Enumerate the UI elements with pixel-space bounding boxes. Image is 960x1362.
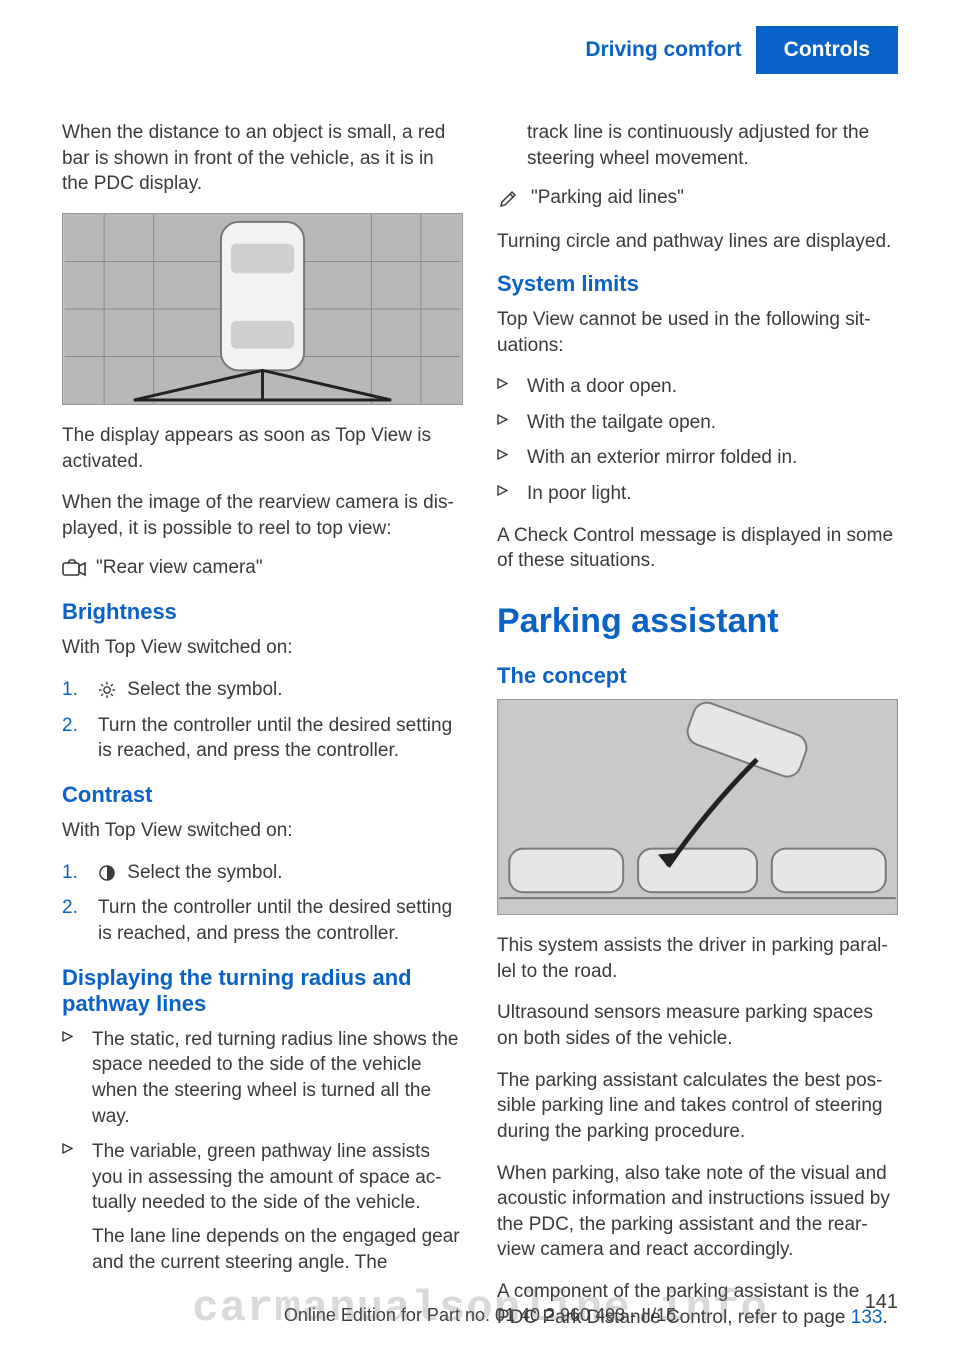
paragraph: When the distance to an object is small,…	[62, 120, 463, 197]
list-text: With the tailgate open.	[527, 410, 716, 436]
list-text: With a door open.	[527, 374, 677, 400]
list-item: With the tailgate open.	[497, 410, 898, 436]
step-label: Turn the controller until the desired se…	[98, 895, 463, 946]
list-item: 2. Turn the controller until the desired…	[62, 713, 463, 764]
triangle-bullet-icon	[62, 1139, 78, 1275]
parking-assistant-illustration	[497, 699, 898, 915]
list-item: In poor light.	[497, 481, 898, 507]
contrast-steps: 1. Select the symbol. 2. Turn the cont	[62, 860, 463, 947]
paragraph-continuation: track line is continuously adjusted for …	[497, 120, 898, 171]
paragraph: When parking, also take note of the visu…	[497, 1161, 898, 1264]
step-label: Turn the controller until the desired se…	[98, 713, 463, 764]
menu-item-label: "Rear view camera"	[96, 557, 263, 579]
heading-contrast: Contrast	[62, 782, 463, 808]
turning-list: The static, red turning radius line show…	[62, 1027, 463, 1276]
list-item: 1.	[62, 677, 463, 703]
list-item: 1. Select the symbol.	[62, 860, 463, 886]
paragraph: Turning circle and pathway lines are dis…	[497, 229, 898, 255]
manual-page: Driving comfort Controls When the distan…	[0, 0, 960, 1362]
list-item: The variable, green pathway line assists…	[62, 1139, 463, 1275]
paragraph: The parking assistant calculates the bes…	[497, 1068, 898, 1145]
step-label: Select the symbol.	[127, 862, 282, 883]
right-column: track line is continuously adjusted for …	[497, 120, 898, 1346]
list-text: The variable, green pathway line assists…	[92, 1139, 463, 1275]
sun-icon	[98, 681, 116, 699]
menu-item-rear-view-camera: "Rear view camera"	[62, 557, 463, 579]
step-number: 2.	[62, 895, 84, 946]
heading-brightness: Brightness	[62, 599, 463, 625]
triangle-bullet-icon	[62, 1027, 78, 1130]
heading-the-concept: The concept	[497, 663, 898, 689]
list-item: With an exterior mirror folded in.	[497, 445, 898, 471]
list-text: The static, red turning radius line show…	[92, 1027, 463, 1130]
parking-assistant-svg	[498, 700, 897, 914]
heading-turning-radius: Displaying the turning radius and pathwa…	[62, 965, 463, 1017]
triangle-bullet-icon	[497, 481, 513, 507]
footer-edition: Online Edition for Part no. 01 40 2 960 …	[0, 1305, 960, 1326]
edit-icon	[497, 188, 521, 208]
list-item: The static, red turning radius line show…	[62, 1027, 463, 1130]
heading-parking-assistant: Parking assistant	[497, 602, 898, 641]
triangle-bullet-icon	[497, 410, 513, 436]
paragraph: A Check Control message is displayed in …	[497, 523, 898, 574]
paragraph: This system assists the driver in parkin…	[497, 933, 898, 984]
list-text: With an exterior mirror folded in.	[527, 445, 797, 471]
list-item: 2. Turn the controller until the desired…	[62, 895, 463, 946]
paragraph: With Top View switched on:	[62, 635, 463, 661]
menu-item-parking-aid-lines: "Parking aid lines"	[497, 187, 898, 209]
step-text: Select the symbol.	[98, 677, 283, 703]
section-title: Controls	[756, 26, 898, 74]
brightness-steps: 1.	[62, 677, 463, 764]
paragraph: When the image of the rearview camera is…	[62, 490, 463, 541]
top-view-svg	[63, 214, 462, 404]
system-limits-list: With a door open. With the tailgate open…	[497, 374, 898, 507]
triangle-bullet-icon	[497, 374, 513, 400]
list-item: With a door open.	[497, 374, 898, 400]
paragraph: Ultrasound sensors measure parking space…	[497, 1000, 898, 1051]
menu-item-label: "Parking aid lines"	[531, 187, 684, 209]
page-header: Driving comfort Controls	[62, 26, 898, 74]
paragraph: The display appears as soon as Top View …	[62, 423, 463, 474]
camera-icon	[62, 558, 86, 578]
left-column: When the distance to an object is small,…	[62, 120, 463, 1346]
step-number: 1.	[62, 677, 84, 703]
heading-system-limits: System limits	[497, 271, 898, 297]
paragraph: The lane line depends on the engaged gea…	[92, 1224, 463, 1275]
step-number: 1.	[62, 860, 84, 886]
top-view-illustration	[62, 213, 463, 405]
step-text: Select the symbol.	[98, 860, 283, 886]
step-label: Select the symbol.	[127, 679, 282, 700]
chapter-title: Driving comfort	[571, 26, 755, 74]
list-text: In poor light.	[527, 481, 632, 507]
triangle-bullet-icon	[497, 445, 513, 471]
contrast-icon	[98, 864, 116, 882]
content-columns: When the distance to an object is small,…	[62, 120, 898, 1346]
step-number: 2.	[62, 713, 84, 764]
paragraph: With Top View switched on:	[62, 818, 463, 844]
paragraph: Top View cannot be used in the following…	[497, 307, 898, 358]
